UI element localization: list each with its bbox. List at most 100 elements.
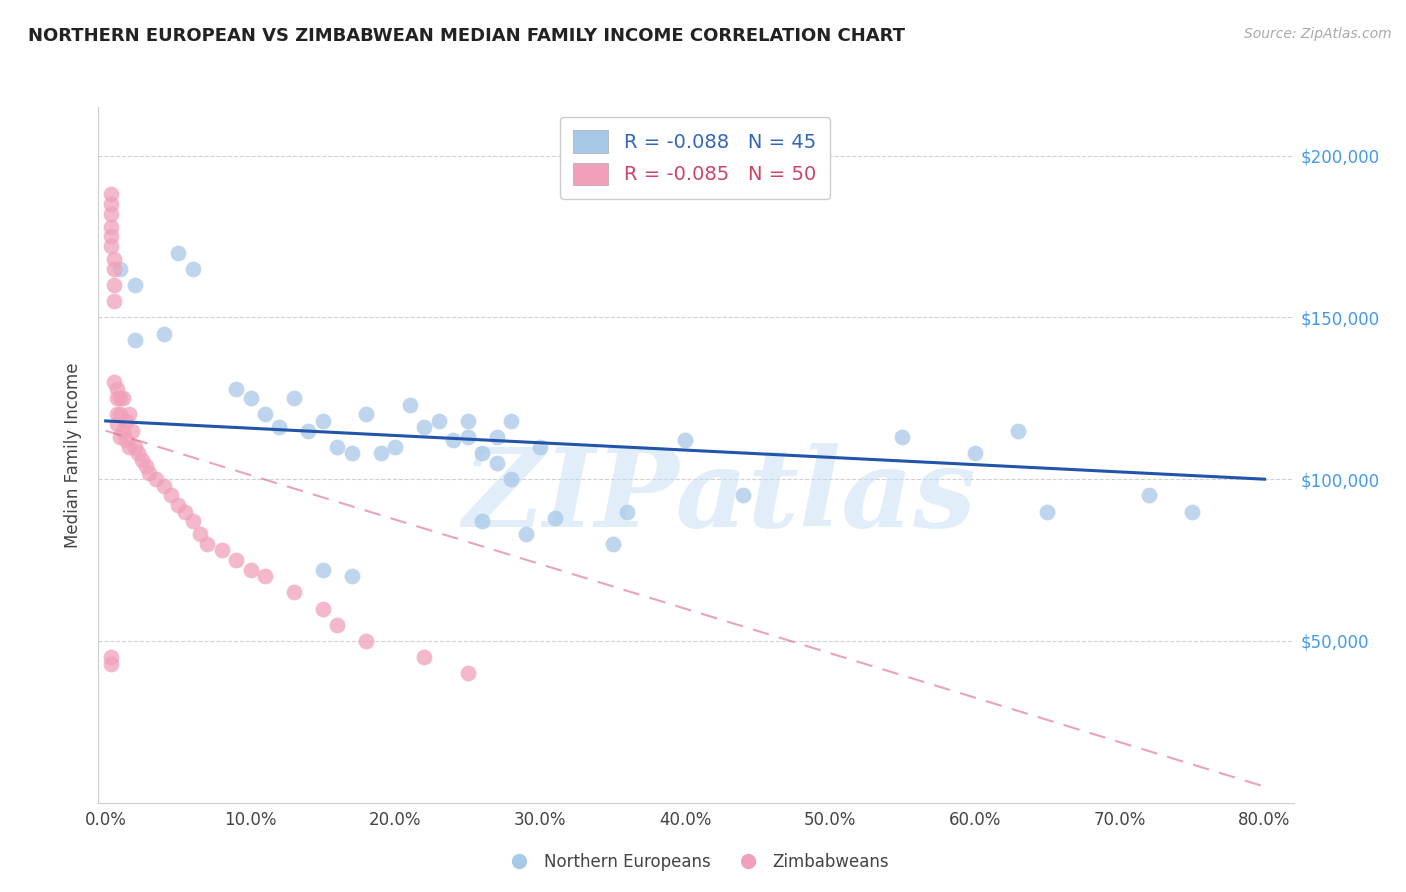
Point xyxy=(312,563,335,577)
Point xyxy=(152,326,174,341)
Point xyxy=(152,478,174,492)
Point xyxy=(457,430,479,444)
Point xyxy=(100,187,122,202)
Point xyxy=(145,472,167,486)
Point xyxy=(963,446,986,460)
Point xyxy=(673,434,696,448)
Point xyxy=(115,434,138,448)
Point xyxy=(370,446,392,460)
Point xyxy=(105,382,128,396)
Text: NORTHERN EUROPEAN VS ZIMBABWEAN MEDIAN FAMILY INCOME CORRELATION CHART: NORTHERN EUROPEAN VS ZIMBABWEAN MEDIAN F… xyxy=(28,27,905,45)
Point xyxy=(105,408,128,422)
Point xyxy=(100,219,122,234)
Point xyxy=(283,585,305,599)
Point xyxy=(100,650,122,665)
Point xyxy=(118,408,141,422)
Point xyxy=(100,207,122,221)
Point xyxy=(105,392,128,406)
Point xyxy=(269,420,291,434)
Point xyxy=(174,504,197,518)
Point xyxy=(529,440,551,454)
Point xyxy=(283,392,305,406)
Point xyxy=(167,245,190,260)
Y-axis label: Median Family Income: Median Family Income xyxy=(65,362,83,548)
Text: ZIPatlas: ZIPatlas xyxy=(463,443,977,550)
Point xyxy=(1137,488,1160,502)
Point xyxy=(127,446,149,460)
Text: Source: ZipAtlas.com: Source: ZipAtlas.com xyxy=(1244,27,1392,41)
Point xyxy=(103,261,125,276)
Point xyxy=(515,527,537,541)
Point xyxy=(167,498,190,512)
Point xyxy=(485,430,508,444)
Point xyxy=(326,617,349,632)
Point xyxy=(399,398,422,412)
Point xyxy=(124,333,146,347)
Point xyxy=(100,239,122,253)
Point xyxy=(1007,424,1029,438)
Point xyxy=(297,424,319,438)
Point xyxy=(384,440,406,454)
Point xyxy=(131,452,153,467)
Point xyxy=(441,434,464,448)
Point xyxy=(471,514,494,528)
Point xyxy=(616,504,638,518)
Point xyxy=(239,392,262,406)
Point xyxy=(1181,504,1204,518)
Point xyxy=(501,472,523,486)
Point xyxy=(253,569,276,583)
Point xyxy=(225,553,247,567)
Point xyxy=(211,543,233,558)
Point xyxy=(427,414,450,428)
Point xyxy=(181,514,204,528)
Legend: Northern Europeans, Zimbabweans: Northern Europeans, Zimbabweans xyxy=(496,847,896,878)
Point xyxy=(118,440,141,454)
Point xyxy=(108,430,131,444)
Point xyxy=(112,392,135,406)
Point xyxy=(181,261,204,276)
Point xyxy=(1036,504,1059,518)
Point xyxy=(253,408,276,422)
Point xyxy=(457,414,479,428)
Point xyxy=(124,440,146,454)
Point xyxy=(891,430,914,444)
Point xyxy=(312,414,335,428)
Point xyxy=(602,537,624,551)
Point xyxy=(413,420,436,434)
Point xyxy=(413,650,436,665)
Point xyxy=(108,392,131,406)
Point xyxy=(340,446,363,460)
Point xyxy=(457,666,479,681)
Point xyxy=(100,229,122,244)
Point xyxy=(485,456,508,470)
Point xyxy=(356,634,378,648)
Point xyxy=(103,294,125,309)
Point xyxy=(544,511,567,525)
Point xyxy=(501,414,523,428)
Point xyxy=(100,657,122,671)
Point xyxy=(225,382,247,396)
Point xyxy=(312,601,335,615)
Point xyxy=(239,563,262,577)
Point xyxy=(471,446,494,460)
Point xyxy=(112,424,135,438)
Point xyxy=(108,261,131,276)
Point xyxy=(326,440,349,454)
Point xyxy=(103,375,125,389)
Point xyxy=(195,537,218,551)
Point xyxy=(138,466,160,480)
Point xyxy=(124,278,146,293)
Point xyxy=(135,459,157,474)
Point xyxy=(121,424,143,438)
Point xyxy=(100,197,122,211)
Point xyxy=(108,408,131,422)
Point xyxy=(160,488,183,502)
Point xyxy=(115,414,138,428)
Point xyxy=(340,569,363,583)
Point xyxy=(103,278,125,293)
Point xyxy=(103,252,125,267)
Point xyxy=(105,417,128,432)
Point xyxy=(731,488,754,502)
Point xyxy=(356,408,378,422)
Point xyxy=(188,527,211,541)
